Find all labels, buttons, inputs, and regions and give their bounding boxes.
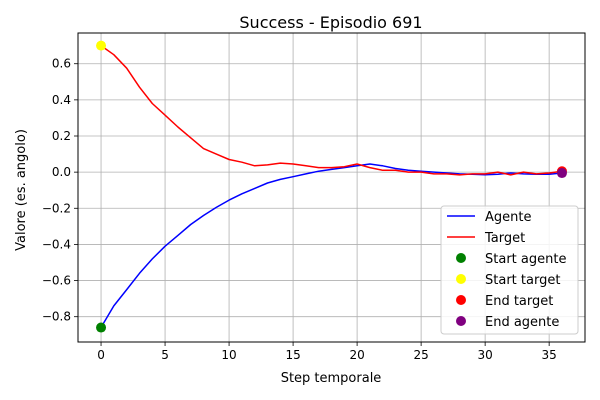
legend-marker-start-target bbox=[456, 274, 466, 284]
legend-marker-end-target bbox=[456, 295, 466, 305]
x-axis-label: Step temporale bbox=[281, 371, 382, 386]
y-tick-label: 0.2 bbox=[52, 129, 71, 143]
x-tick-label: 15 bbox=[285, 348, 300, 362]
legend: Agente Target Start agente Start target End … bbox=[440, 205, 579, 335]
legend-box bbox=[440, 205, 579, 335]
y-tick-label: −0.8 bbox=[42, 310, 71, 324]
chart-title: Success - Episodio 691 bbox=[239, 13, 422, 32]
legend-marker-start-agente bbox=[456, 253, 466, 263]
marker-start-agente bbox=[96, 322, 107, 333]
y-tick-label: −0.2 bbox=[42, 201, 71, 215]
legend-label: Agente bbox=[485, 210, 531, 225]
legend-label: Start agente bbox=[485, 252, 566, 267]
marker-start-target bbox=[96, 40, 107, 51]
marker-end-agente bbox=[556, 168, 567, 179]
x-axis-ticks: 0 5 10 15 20 25 30 35 bbox=[97, 342, 557, 362]
x-tick-label: 10 bbox=[221, 348, 236, 362]
legend-label: Target bbox=[484, 231, 525, 246]
x-tick-label: 20 bbox=[349, 348, 364, 362]
legend-marker-end-agente bbox=[456, 316, 466, 326]
legend-label: End target bbox=[485, 294, 553, 309]
x-tick-label: 0 bbox=[97, 348, 105, 362]
x-tick-label: 30 bbox=[477, 348, 492, 362]
x-tick-label: 35 bbox=[542, 348, 557, 362]
legend-label: Start target bbox=[485, 273, 560, 288]
y-tick-label: −0.6 bbox=[42, 274, 71, 288]
y-axis-label: Valore (es. angolo) bbox=[14, 129, 29, 251]
plot-frame bbox=[77, 32, 586, 343]
x-tick-label: 25 bbox=[413, 348, 428, 362]
endpoint-markers bbox=[96, 40, 567, 333]
y-tick-label: 0.0 bbox=[52, 165, 71, 179]
x-tick-label: 5 bbox=[161, 348, 169, 362]
series-lines bbox=[100, 44, 563, 328]
y-tick-label: −0.4 bbox=[42, 237, 71, 251]
y-tick-label: 0.4 bbox=[52, 93, 71, 107]
y-axis-ticks: −0.8 −0.6 −0.4 −0.2 0.0 0.2 0.4 0.6 bbox=[42, 57, 78, 324]
legend-label: End agente bbox=[485, 315, 559, 330]
y-tick-label: 0.6 bbox=[52, 57, 71, 71]
series-line-target bbox=[100, 44, 563, 176]
series-line-agente bbox=[100, 163, 563, 328]
